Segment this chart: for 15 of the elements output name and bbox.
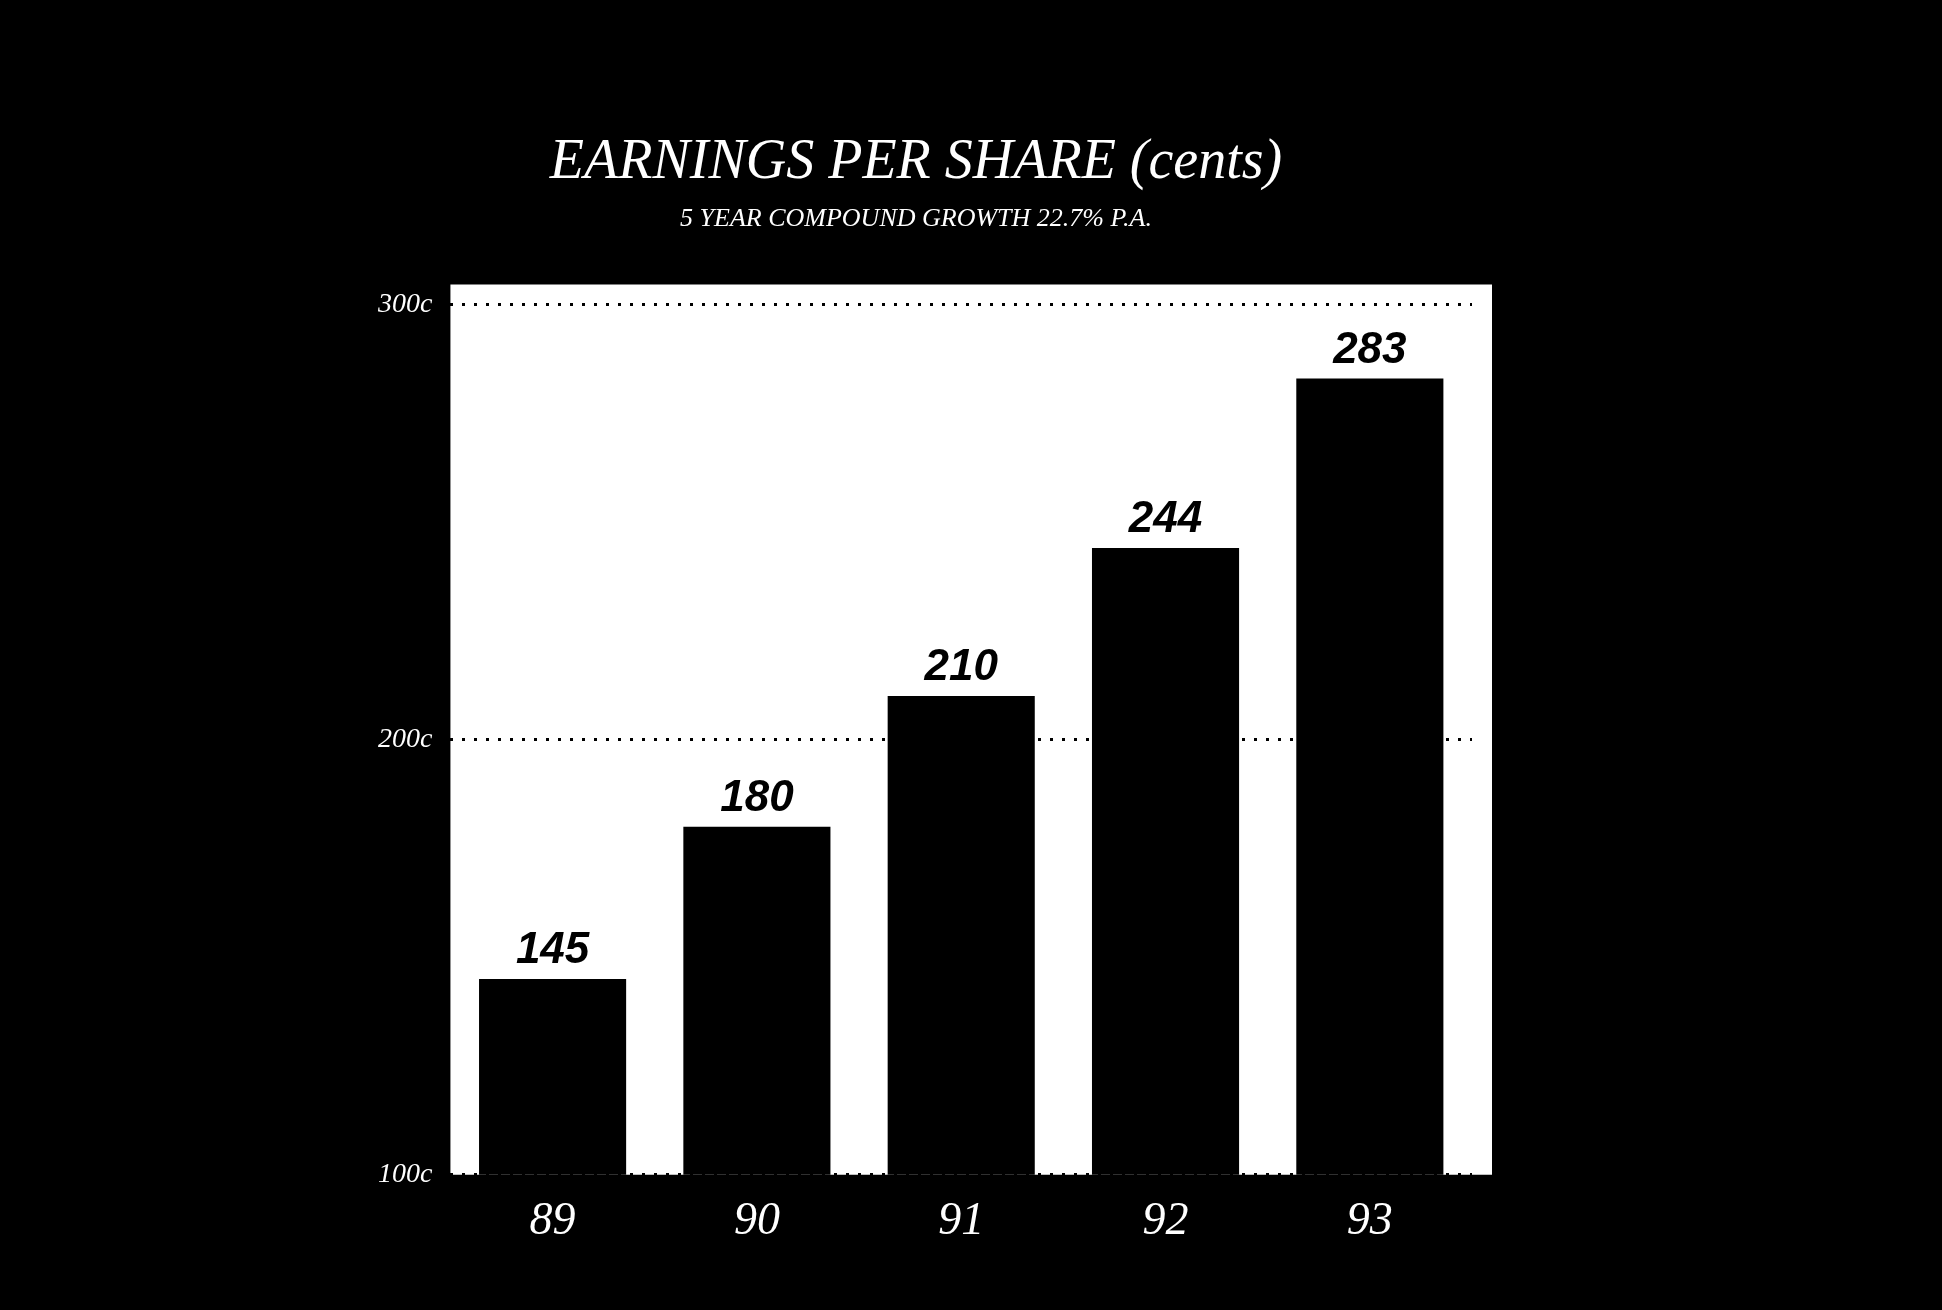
x-tick-label: 93 (1346, 1193, 1393, 1245)
x-tick-label: 91 (938, 1193, 985, 1245)
data-label: 283 (1332, 322, 1407, 372)
data-label: 145 (515, 923, 590, 973)
x-tick-label: 89 (529, 1193, 576, 1245)
data-label: 180 (720, 770, 795, 820)
data-label: 244 (1127, 492, 1203, 542)
x-tick-label: 90 (733, 1193, 780, 1245)
y-tick-label: 100c (377, 1157, 433, 1189)
chart-subtitle: 5 YEAR COMPOUND GROWTH 22.7% P.A. (680, 202, 1152, 232)
y-tick-label: 300c (376, 286, 433, 318)
data-label: 210 (923, 640, 999, 690)
chart-title: EARNINGS PER SHARE (cents) (548, 128, 1283, 192)
x-tick-label: 92 (1142, 1193, 1189, 1245)
y-tick-label: 200c (377, 721, 433, 753)
